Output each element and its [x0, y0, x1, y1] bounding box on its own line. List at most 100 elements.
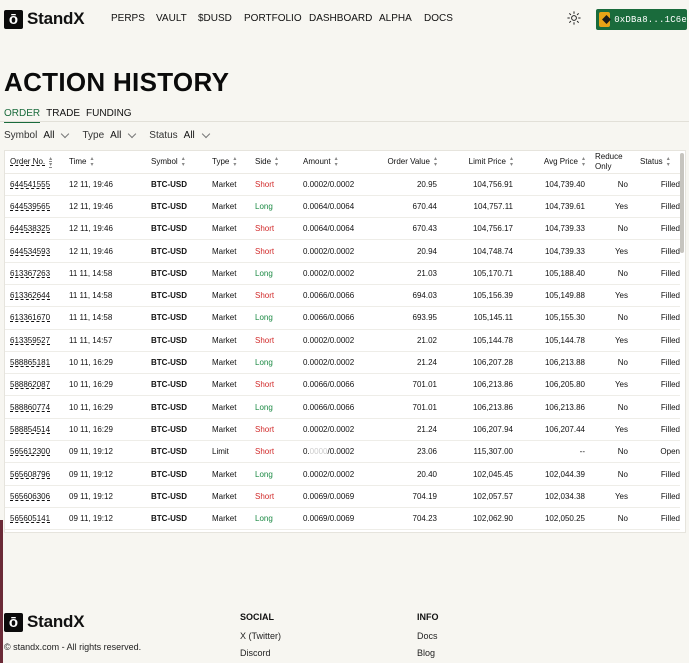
cell-avg-price: 104,739.40 [513, 173, 585, 196]
cell-order-no[interactable]: 588862087 [5, 373, 69, 397]
nav-item-perps[interactable]: PERPS [111, 13, 145, 24]
cell-order-value: 21.03 [365, 262, 437, 285]
col-avg-price[interactable]: Avg Price ▴ ▾ [513, 151, 585, 174]
cell-type: Market [212, 329, 255, 352]
col-status[interactable]: Status ▴ ▾ [640, 151, 680, 174]
sort-icon: ▴ ▾ [433, 155, 437, 168]
col-reduce-only[interactable]: Reduce Only [585, 151, 640, 174]
tab-trade[interactable]: TRADE [46, 108, 81, 119]
cell-order-no[interactable]: 565608796 [5, 462, 69, 486]
sort-icon: ▴ ▾ [666, 155, 670, 168]
cell-order-no[interactable]: 613361670 [5, 306, 69, 330]
nav-item-dashboard[interactable]: DASHBOARD [309, 13, 373, 24]
cell-order-value: 21.02 [365, 329, 437, 352]
tab-funding[interactable]: FUNDING [86, 108, 132, 119]
copyright: © standx.com - All rights reserved. [4, 642, 142, 652]
main-menu: PERPS VAULT $DUSD PORTFOLIO DASHBOARD AL… [111, 13, 454, 24]
nav-item-vault[interactable]: VAULT [156, 13, 187, 24]
cell-amount: 0.0000/0.0002 [303, 440, 365, 464]
cell-side: Short [255, 440, 303, 464]
col-amount[interactable]: Amount ▴ ▾ [303, 151, 365, 174]
cell-side: Long [255, 507, 303, 531]
footer-link-discord[interactable]: Discord [240, 648, 271, 658]
cell-reduce-only: No [585, 507, 640, 531]
cell-time: 11 11, 14:58 [69, 306, 151, 330]
col-type[interactable]: Type ▴ ▾ [212, 151, 255, 174]
nav-item-alpha[interactable]: ALPHA [379, 13, 412, 24]
cell-order-no[interactable]: 613362644 [5, 284, 69, 308]
cell-symbol: BTC-USD [151, 395, 212, 419]
cell-order-no[interactable]: 588865181 [5, 351, 69, 375]
cell-side: Long [255, 395, 303, 419]
cell-order-no[interactable]: 644534593 [5, 239, 69, 263]
cell-order-no[interactable]: 588854514 [5, 418, 69, 442]
filter-status[interactable]: Status All [149, 129, 211, 141]
cell-side: Long [255, 262, 303, 285]
cell-side: Short [255, 239, 303, 263]
brand-logo[interactable]: ō StandX [4, 9, 85, 29]
cell-type: Market [212, 284, 255, 308]
table-scrollbar[interactable] [680, 153, 684, 253]
wallet-button[interactable]: 0xDBa8...1C6e [596, 9, 687, 30]
filter-type[interactable]: Type All [82, 129, 137, 141]
filter-symbol-value: All [43, 130, 55, 141]
chevron-down-icon [61, 129, 70, 139]
cell-symbol: BTC-USD [151, 217, 212, 241]
footer-logo[interactable]: ō StandX [4, 612, 85, 632]
cell-order-no[interactable]: 565612300 [5, 440, 69, 464]
filter-symbol[interactable]: Symbol All [4, 129, 70, 141]
cell-order-no[interactable]: 565606306 [5, 485, 69, 508]
cell-order-no[interactable]: 588860774 [5, 395, 69, 419]
filter-bar: Symbol All Type All Status All [4, 129, 223, 141]
footer-info-heading: INFO [417, 612, 439, 622]
cell-time: 11 11, 14:57 [69, 329, 151, 352]
nav-item-docs[interactable]: DOCS [424, 13, 453, 24]
col-limit-price[interactable]: Limit Price ▴ ▾ [437, 151, 513, 174]
cell-limit-price: 105,156.39 [437, 284, 513, 308]
cell-symbol: BTC-USD [151, 351, 212, 375]
col-order-no[interactable]: Order No. ▴ ▾ [5, 151, 69, 174]
cell-order-no[interactable]: 613367263 [5, 262, 69, 285]
footer-social-heading: SOCIAL [240, 612, 275, 622]
cell-order-no[interactable]: 565605141 [5, 507, 69, 531]
cell-status: Filled [640, 239, 680, 263]
cell-order-no[interactable]: 613359527 [5, 329, 69, 352]
cell-status: Open [640, 440, 680, 464]
cell-side: Short [255, 373, 303, 397]
cell-amount: 0.0064/0.0064 [303, 195, 365, 219]
col-time[interactable]: Time ▴ ▾ [69, 151, 151, 174]
cell-order-value: 20.95 [365, 173, 437, 196]
top-nav: ō StandX PERPS VAULT $DUSD PORTFOLIO DAS… [0, 0, 689, 38]
col-order-value[interactable]: Order Value ▴ ▾ [365, 151, 437, 174]
cell-amount: 0.0069/0.0069 [303, 485, 365, 508]
tab-order[interactable]: ORDER [4, 108, 41, 123]
wallet-avatar-icon [599, 12, 611, 27]
cell-order-no[interactable]: 644541555 [5, 173, 69, 196]
cell-reduce-only: No [585, 395, 640, 419]
col-side[interactable]: Side ▴ ▾ [255, 151, 303, 174]
table-header-row: Order No. ▴ ▾ Time ▴ ▾ Symbol ▴ ▾ Type ▴ ▾ Side ▴… [5, 151, 680, 174]
cell-order-value: 704.23 [365, 507, 437, 531]
nav-item-dusd[interactable]: $DUSD [198, 13, 232, 24]
nav-item-portfolio[interactable]: PORTFOLIO [244, 13, 302, 24]
footer-link-twitter[interactable]: X (Twitter) [240, 631, 282, 641]
cell-limit-price: 104,757.11 [437, 195, 513, 219]
cell-limit-price: 106,207.94 [437, 418, 513, 442]
col-symbol[interactable]: Symbol ▴ ▾ [151, 151, 212, 174]
table-row: 588865181 10 11, 16:29 BTC-USD Market Long 0.… [5, 351, 680, 375]
cell-symbol: BTC-USD [151, 173, 212, 196]
cell-time: 10 11, 16:29 [69, 418, 151, 442]
footer-link-blog[interactable]: Blog [417, 648, 436, 658]
theme-sun-icon[interactable] [567, 11, 581, 25]
cell-limit-price: 104,756.91 [437, 173, 513, 196]
footer-link-docs[interactable]: Docs [417, 631, 438, 641]
cell-amount: 0.0066/0.0066 [303, 395, 365, 419]
history-tabs: ORDER TRADE FUNDING [4, 108, 132, 123]
cell-reduce-only: Yes [585, 329, 640, 352]
orders-table-container[interactable]: Order No. ▴ ▾ Time ▴ ▾ Symbol ▴ ▾ Type ▴ ▾ Side ▴… [4, 150, 686, 533]
tabs-divider [0, 121, 689, 122]
sort-icon: ▴ ▾ [90, 155, 94, 168]
cell-order-no[interactable]: 644539565 [5, 195, 69, 219]
cell-order-no[interactable]: 644538325 [5, 217, 69, 241]
cell-type: Limit [212, 440, 255, 464]
